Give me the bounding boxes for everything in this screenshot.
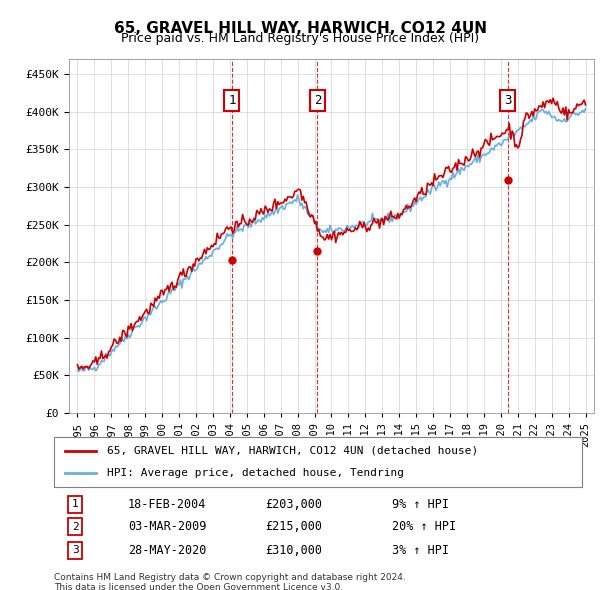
Text: 1: 1 xyxy=(72,500,79,509)
Text: 20% ↑ HPI: 20% ↑ HPI xyxy=(392,520,456,533)
Text: 28-MAY-2020: 28-MAY-2020 xyxy=(128,543,206,557)
Text: Price paid vs. HM Land Registry's House Price Index (HPI): Price paid vs. HM Land Registry's House … xyxy=(121,32,479,45)
Text: 03-MAR-2009: 03-MAR-2009 xyxy=(128,520,206,533)
Text: 2: 2 xyxy=(72,522,79,532)
Text: 1: 1 xyxy=(228,94,236,107)
Text: 3: 3 xyxy=(72,545,79,555)
Text: Contains HM Land Registry data © Crown copyright and database right 2024.: Contains HM Land Registry data © Crown c… xyxy=(54,573,406,582)
Text: 65, GRAVEL HILL WAY, HARWICH, CO12 4UN: 65, GRAVEL HILL WAY, HARWICH, CO12 4UN xyxy=(113,21,487,35)
Text: 65, GRAVEL HILL WAY, HARWICH, CO12 4UN (detached house): 65, GRAVEL HILL WAY, HARWICH, CO12 4UN (… xyxy=(107,445,478,455)
Text: 3: 3 xyxy=(504,94,512,107)
Text: £310,000: £310,000 xyxy=(265,543,322,557)
Text: £203,000: £203,000 xyxy=(265,498,322,511)
Text: This data is licensed under the Open Government Licence v3.0.: This data is licensed under the Open Gov… xyxy=(54,583,343,590)
Text: 2: 2 xyxy=(314,94,321,107)
Text: 3% ↑ HPI: 3% ↑ HPI xyxy=(392,543,449,557)
FancyBboxPatch shape xyxy=(54,437,582,487)
Text: 9% ↑ HPI: 9% ↑ HPI xyxy=(392,498,449,511)
Text: HPI: Average price, detached house, Tendring: HPI: Average price, detached house, Tend… xyxy=(107,468,404,478)
Text: 18-FEB-2004: 18-FEB-2004 xyxy=(128,498,206,511)
Text: £215,000: £215,000 xyxy=(265,520,322,533)
